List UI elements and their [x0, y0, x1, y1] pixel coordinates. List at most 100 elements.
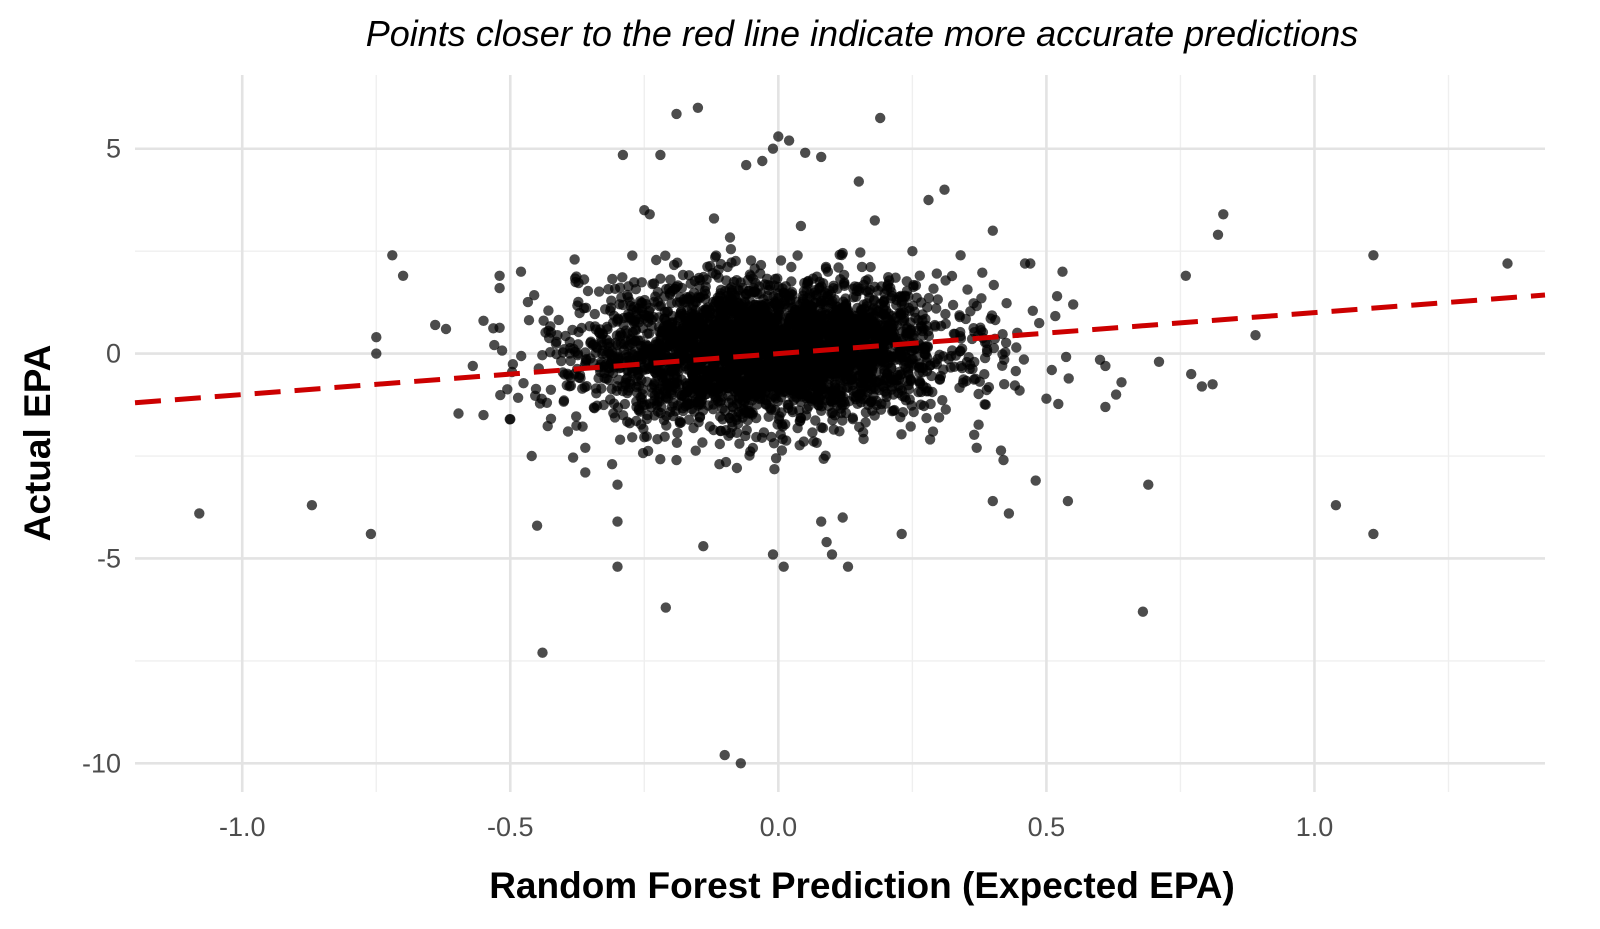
data-point — [593, 286, 605, 297]
data-point — [778, 561, 789, 572]
data-point — [947, 345, 958, 356]
data-point — [624, 418, 635, 429]
data-point — [980, 399, 991, 410]
data-point — [701, 274, 712, 285]
data-point — [614, 282, 626, 293]
data-point — [717, 414, 728, 425]
data-point — [543, 305, 554, 316]
data-point — [776, 340, 787, 351]
data-point — [597, 348, 608, 360]
data-point — [848, 292, 859, 303]
data-point — [898, 307, 910, 318]
data-point — [814, 326, 825, 337]
data-point — [719, 296, 730, 307]
y-tick-label: 0 — [106, 339, 121, 369]
data-point — [803, 367, 814, 379]
data-point — [580, 347, 591, 358]
data-point — [731, 398, 743, 410]
data-point — [864, 292, 875, 303]
data-point — [798, 286, 810, 297]
data-point — [495, 389, 506, 401]
data-point — [652, 286, 663, 298]
data-point — [880, 320, 891, 331]
data-point — [1003, 508, 1015, 519]
data-point — [914, 367, 925, 378]
y-tick-label: -5 — [97, 543, 121, 573]
data-point — [749, 263, 760, 274]
data-point — [194, 508, 205, 519]
data-point — [440, 323, 452, 335]
data-point — [927, 426, 939, 437]
data-point — [551, 336, 562, 347]
data-point — [660, 250, 671, 261]
data-point — [749, 299, 760, 310]
data-point — [573, 339, 584, 350]
data-point — [734, 345, 745, 356]
data-point — [855, 381, 867, 392]
data-point — [1010, 365, 1021, 377]
data-point — [838, 366, 849, 377]
data-point — [832, 350, 843, 361]
data-point — [603, 284, 614, 295]
data-point — [897, 407, 909, 418]
y-tick-label: 5 — [106, 134, 121, 164]
data-point — [614, 299, 625, 310]
data-point — [804, 337, 815, 348]
data-point — [647, 278, 658, 290]
data-point — [1218, 209, 1229, 220]
data-point — [702, 261, 713, 272]
data-point — [997, 329, 1008, 340]
data-point — [785, 288, 796, 299]
data-point — [621, 328, 633, 339]
data-point — [704, 375, 716, 387]
data-point — [430, 319, 441, 331]
data-point — [698, 541, 709, 552]
data-point — [1014, 385, 1025, 396]
data-point — [792, 422, 803, 434]
data-point — [731, 275, 742, 286]
data-point — [655, 149, 666, 161]
data-point — [835, 306, 846, 317]
chart-subtitle: Points closer to the red line indicate m… — [366, 13, 1359, 54]
data-point — [971, 300, 982, 312]
data-point — [943, 353, 954, 365]
data-point — [935, 320, 947, 332]
data-point — [940, 404, 951, 415]
data-point — [926, 370, 937, 382]
data-point — [1030, 475, 1041, 486]
data-point — [576, 322, 587, 334]
data-point — [489, 339, 500, 351]
data-point — [545, 347, 556, 358]
data-point — [810, 415, 821, 426]
data-point — [640, 341, 652, 352]
data-point — [690, 445, 701, 456]
data-point — [726, 361, 737, 372]
data-point — [792, 250, 803, 261]
data-point — [1034, 317, 1045, 329]
data-point — [661, 410, 672, 422]
data-point — [783, 368, 794, 379]
x-tick-label: 0.0 — [760, 812, 798, 842]
data-point — [726, 257, 737, 268]
data-point — [905, 421, 916, 432]
reference-line — [134, 292, 1546, 406]
data-point — [1143, 479, 1154, 490]
data-point — [804, 393, 815, 404]
data-point — [621, 373, 632, 385]
data-point — [787, 406, 798, 418]
data-point — [747, 442, 759, 454]
y-axis-title: Actual EPA — [17, 345, 58, 542]
data-point — [869, 281, 880, 292]
data-point — [669, 283, 680, 294]
data-point — [896, 528, 907, 540]
data-point — [617, 410, 629, 421]
data-point — [790, 382, 801, 393]
y-axis-ticks: -10 -5 0 5 — [82, 134, 121, 779]
data-point — [773, 377, 784, 388]
data-point — [847, 336, 858, 347]
data-point — [811, 437, 822, 448]
data-point — [701, 365, 713, 377]
data-point — [976, 293, 987, 304]
data-point — [988, 279, 999, 291]
